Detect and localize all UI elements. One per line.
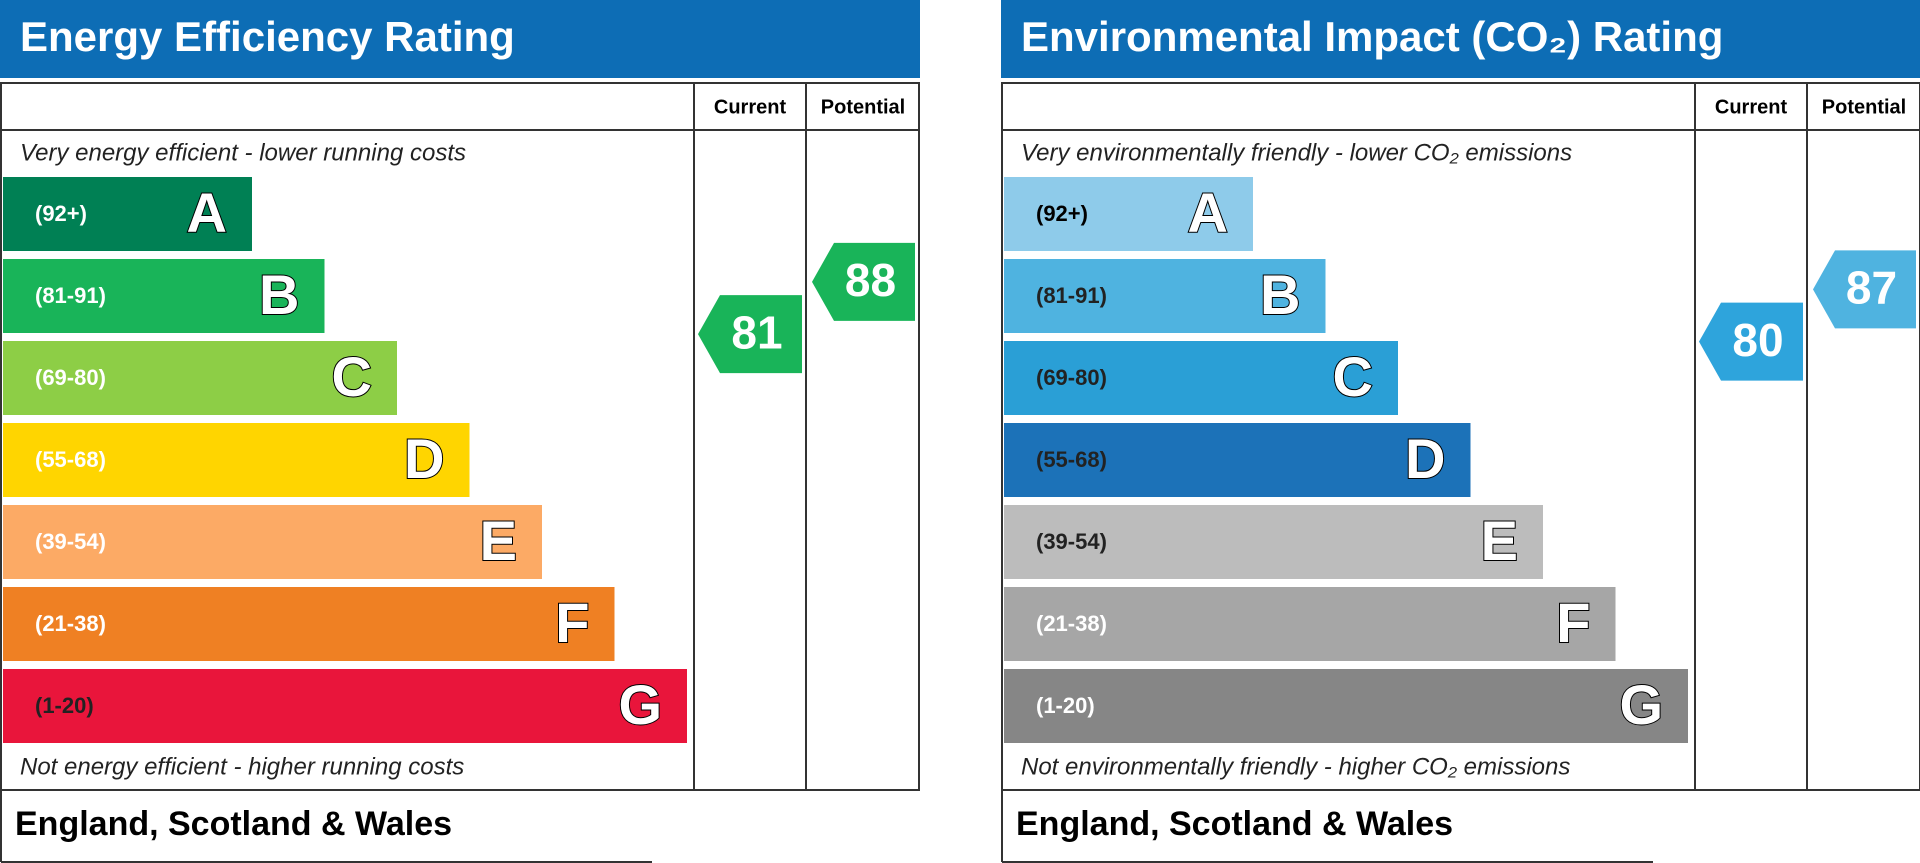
band-range: (69-80) <box>35 365 106 390</box>
footer-text: England, Scotland & Wales <box>1016 805 1453 843</box>
top-note: Very energy efficient - lower running co… <box>20 139 466 166</box>
band-letter: G <box>1619 673 1663 736</box>
band-letter: E <box>480 509 517 572</box>
band-range: (1-20) <box>35 693 94 718</box>
top-note: Very environmentally friendly - lower CO… <box>1021 139 1572 166</box>
band-letter: D <box>404 427 444 490</box>
potential-value: 88 <box>845 254 896 306</box>
rating-band <box>3 505 542 579</box>
title-bar <box>1001 0 1920 78</box>
current-value: 80 <box>1732 314 1783 366</box>
potential-arrow <box>812 242 915 321</box>
band-letter: D <box>1405 427 1445 490</box>
band-letter: F <box>1556 591 1590 654</box>
band-range: (55-68) <box>1036 447 1107 472</box>
rating-panel: Energy Efficiency Rating Current Potential… <box>0 0 920 863</box>
band-letter: B <box>1260 263 1300 326</box>
band-letter: E <box>1481 509 1518 572</box>
current-header: Current <box>1715 96 1788 118</box>
rating-panel: Environmental Impact (CO₂) Rating Current… <box>1001 0 1920 863</box>
band-range: (69-80) <box>1036 365 1107 390</box>
rating-band <box>1004 505 1543 579</box>
bottom-note: Not environmentally friendly - higher CO… <box>1021 753 1570 780</box>
band-range: (92+) <box>35 201 87 226</box>
rating-band <box>3 341 397 415</box>
bottom-note: Not energy efficient - higher running co… <box>20 753 464 780</box>
band-range: (92+) <box>1036 201 1088 226</box>
panel-title: Energy Efficiency Rating <box>20 13 515 60</box>
title-bar <box>0 0 920 78</box>
rating-band <box>3 669 687 743</box>
panel-title: Environmental Impact (CO₂) Rating <box>1021 13 1723 60</box>
rating-band <box>1004 423 1471 497</box>
band-range: (81-91) <box>1036 283 1107 308</box>
potential-value: 87 <box>1846 262 1897 314</box>
rating-band <box>1004 587 1616 661</box>
rating-band <box>3 177 252 251</box>
potential-header: Potential <box>1822 96 1906 118</box>
current-value: 81 <box>731 306 782 358</box>
potential-arrow <box>1813 250 1916 329</box>
current-header: Current <box>714 96 787 118</box>
band-range: (21-38) <box>35 611 106 636</box>
rating-band <box>1004 259 1326 333</box>
rating-band <box>3 423 470 497</box>
band-range: (81-91) <box>35 283 106 308</box>
band-range: (21-38) <box>1036 611 1107 636</box>
band-letter: C <box>332 345 372 408</box>
band-range: (39-54) <box>1036 529 1107 554</box>
band-letter: F <box>555 591 589 654</box>
rating-band <box>1004 341 1398 415</box>
current-arrow <box>698 295 802 374</box>
band-letter: G <box>618 673 662 736</box>
band-range: (55-68) <box>35 447 106 472</box>
rating-band <box>3 587 615 661</box>
rating-band <box>3 259 325 333</box>
band-range: (1-20) <box>1036 693 1095 718</box>
band-letter: A <box>1188 181 1228 244</box>
band-letter: B <box>259 263 299 326</box>
band-range: (39-54) <box>35 529 106 554</box>
rating-band <box>1004 177 1253 251</box>
band-letter: A <box>187 181 227 244</box>
current-arrow <box>1699 302 1803 381</box>
rating-band <box>1004 669 1688 743</box>
band-letter: C <box>1333 345 1373 408</box>
footer-text: England, Scotland & Wales <box>15 805 452 843</box>
potential-header: Potential <box>821 96 905 118</box>
